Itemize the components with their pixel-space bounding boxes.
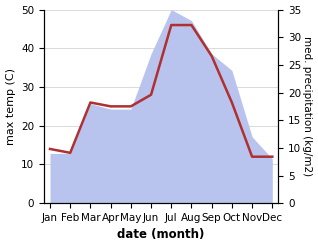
Y-axis label: med. precipitation (kg/m2): med. precipitation (kg/m2) (302, 36, 313, 176)
X-axis label: date (month): date (month) (117, 228, 205, 242)
Y-axis label: max temp (C): max temp (C) (5, 68, 16, 145)
